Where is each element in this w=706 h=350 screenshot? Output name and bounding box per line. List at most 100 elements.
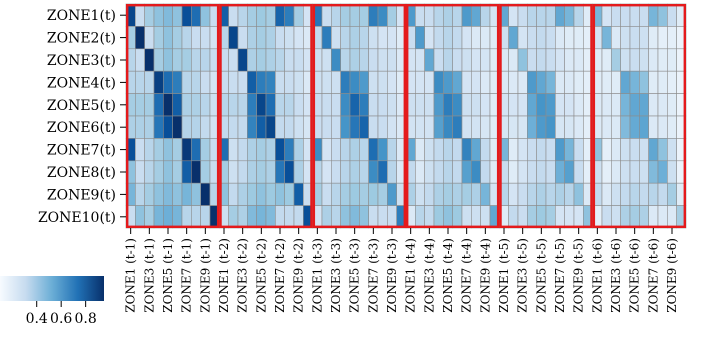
heatmap-cell [480,48,491,72]
heatmap-cell [247,3,257,27]
heatmap-cell [191,48,201,72]
heatmap-cell [415,93,425,117]
heatmap-cell [349,115,360,139]
heatmap-cell [452,182,463,206]
heatmap-cell [275,3,285,27]
heatmap-cell [237,3,248,27]
heatmap-cell [536,182,547,206]
heatmap-cell [517,3,528,27]
heatmap-cell [144,48,155,72]
heatmap-cell [424,205,435,229]
heatmap-cell [228,70,239,94]
heatmap-cell [340,48,351,72]
x-tick-label: ZONE1 (t-4) [404,238,418,313]
heatmap-cell [517,160,528,184]
heatmap-cell [228,48,239,72]
heatmap-cell [247,48,257,72]
heatmap-cell [471,182,481,206]
heatmap-cell [377,48,388,72]
heatmap-cell [517,115,528,139]
heatmap-cell [620,48,631,72]
x-tick-label: ZONE7 (t-5) [553,238,567,313]
heatmap-cell [163,26,173,50]
heatmap-cell [620,3,631,27]
y-tick-label: ZONE5(t) [47,98,116,114]
heatmap-cell [275,26,285,50]
heatmap-cell [331,93,341,117]
heatmap-cell [667,48,677,72]
heatmap-cell [629,3,640,27]
heatmap-cell [256,93,267,117]
heatmap-cell [601,3,612,27]
heatmap-cell [443,138,453,162]
heatmap-cell [387,3,397,27]
heatmap-cell [527,182,537,206]
heatmap-cell [284,26,295,50]
y-tick-label: ZONE2(t) [47,31,116,47]
heatmap-cell [321,160,332,184]
heatmap-cell [321,48,332,72]
y-tick-label: ZONE6(t) [47,120,116,136]
heatmap-cell [331,48,341,72]
heatmap-cell [191,160,201,184]
heatmap-cell [293,3,304,27]
heatmap-cell [443,48,453,72]
heatmap-cell [433,26,444,50]
heatmap-cell [293,205,304,229]
heatmap-cell [368,70,379,94]
heatmap-cell [443,160,453,184]
heatmap-cell [415,3,425,27]
heatmap-cell [228,3,239,27]
heatmap-cell [349,205,360,229]
heatmap-cell [387,26,397,50]
heatmap-cell [639,205,649,229]
heatmap-cell [648,205,659,229]
heatmap-cell [657,205,668,229]
lag-block-outline [125,3,220,229]
heatmap-cell [293,93,304,117]
x-tick-label: ZONE3 (t-4) [422,238,436,313]
heatmap-cell [508,3,519,27]
y-tick-label: ZONE4(t) [47,75,116,91]
heatmap-cell [368,48,379,72]
heatmap-cell [293,160,304,184]
heatmap-cell [200,138,211,162]
heatmap-cell [359,48,369,72]
heatmap-cell [667,93,677,117]
heatmap-cell [331,26,341,50]
heatmap-cell [321,115,332,139]
heatmap-cell [611,160,621,184]
heatmap-cell [545,115,556,139]
heatmap-cell [144,70,155,94]
heatmap-cell [368,182,379,206]
heatmap-cell [573,48,584,72]
heatmap-cell [284,205,295,229]
heatmap-cell [536,26,547,50]
heatmap-cell [573,70,584,94]
heatmap-cell [545,205,556,229]
heatmap-cell [359,138,369,162]
heatmap-cell [545,3,556,27]
heatmap-cell [601,26,612,50]
heatmap-cell [657,48,668,72]
heatmap-cell [191,70,201,94]
heatmap-cell [452,205,463,229]
heatmap-cell [508,205,519,229]
heatmap-cell [377,138,388,162]
heatmap-cell [340,138,351,162]
heatmap-cell [256,3,267,27]
heatmap-cell [387,93,397,117]
heatmap-cell [256,138,267,162]
heatmap-cell [424,115,435,139]
heatmap-cell [349,3,360,27]
heatmap-cell [163,138,173,162]
heatmap-cell [340,182,351,206]
colorbar-tick-label: 0.6 [50,311,72,327]
heatmap-cell [163,93,173,117]
heatmap-cell [200,115,211,139]
heatmap-cell [517,138,528,162]
x-tick-label: ZONE5 (t-1) [161,238,175,313]
heatmap-cell [377,205,388,229]
heatmap-cell [433,3,444,27]
heatmap-cell [545,182,556,206]
